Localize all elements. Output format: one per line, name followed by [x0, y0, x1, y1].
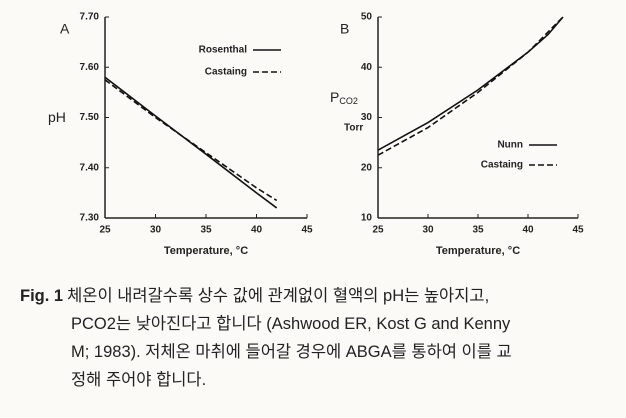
y-axis-unit: Torr	[344, 123, 363, 134]
legend-label: Nunn	[497, 140, 523, 151]
x-tick-label: 45	[572, 225, 584, 236]
y-tick-label: 10	[361, 213, 373, 224]
legend-label: Castaing	[205, 67, 247, 78]
y-axis-label: pH	[48, 109, 66, 125]
caption: Fig. 1 체온이 내려갈수록 상수 값에 관계없이 혈액의 pH는 높아지고,…	[20, 282, 620, 394]
x-tick-label: 25	[372, 225, 384, 236]
series-line	[377, 16, 564, 156]
caption-line: PCO2는 낮아진다고 합니다 (Ashwood ER, Kost G and …	[71, 315, 511, 333]
legend-label: Rosenthal	[199, 45, 248, 56]
y-axis-label-part: P	[330, 89, 339, 105]
legend-label: Castaing	[481, 160, 523, 171]
y-tick-label: 30	[361, 112, 373, 123]
x-tick-label: 35	[200, 225, 212, 236]
x-tick-label: 40	[251, 225, 263, 236]
caption-line: 정해 주어야 합니다.	[71, 371, 207, 389]
y-tick-label: 7.70	[80, 12, 100, 23]
x-tick-label: 25	[99, 225, 111, 236]
x-axis-label: Temperature, °C	[164, 245, 248, 257]
series-line	[104, 76, 278, 209]
x-tick-label: 40	[522, 225, 534, 236]
x-tick-label: 45	[301, 225, 313, 236]
y-axis-label-part: pH	[48, 109, 66, 125]
caption-line: M; 1983). 저체온 마취에 들어갈 경우에 ABGA를 통하여 이를 교	[71, 343, 512, 361]
series-line	[104, 79, 278, 202]
y-axis-label-part: CO2	[339, 96, 358, 106]
caption-text: 체온이 내려갈수록 상수 값에 관계없이 혈액의 pH는 높아지고,	[67, 287, 490, 305]
caption-label: Fig. 1	[20, 287, 64, 305]
x-axis-label: Temperature, °C	[436, 245, 520, 257]
charts: 7.30 7.40 7.50 7.60 7.70 25 30 35 40 45 Temperatur…	[48, 12, 584, 257]
caption-line: Fig. 1 체온이 내려갈수록 상수 값에 관계없이 혈액의 pH는 높아지고,	[20, 282, 620, 310]
x-tick-label: 30	[150, 225, 162, 236]
x-tick-label: 35	[472, 225, 484, 236]
y-tick-label: 40	[361, 62, 373, 73]
y-tick-label: 50	[361, 12, 373, 23]
y-tick-label: 7.50	[80, 112, 100, 123]
y-tick-label: 20	[361, 162, 373, 173]
x-tick-label: 30	[422, 225, 434, 236]
panel-label: A	[60, 21, 70, 37]
y-axis-label: PCO2	[330, 89, 358, 107]
panel-label: B	[340, 21, 349, 37]
y-tick-label: 7.60	[80, 62, 100, 73]
y-tick-label: 7.30	[80, 213, 100, 224]
series-line	[377, 16, 564, 151]
y-tick-label: 7.40	[80, 162, 100, 173]
